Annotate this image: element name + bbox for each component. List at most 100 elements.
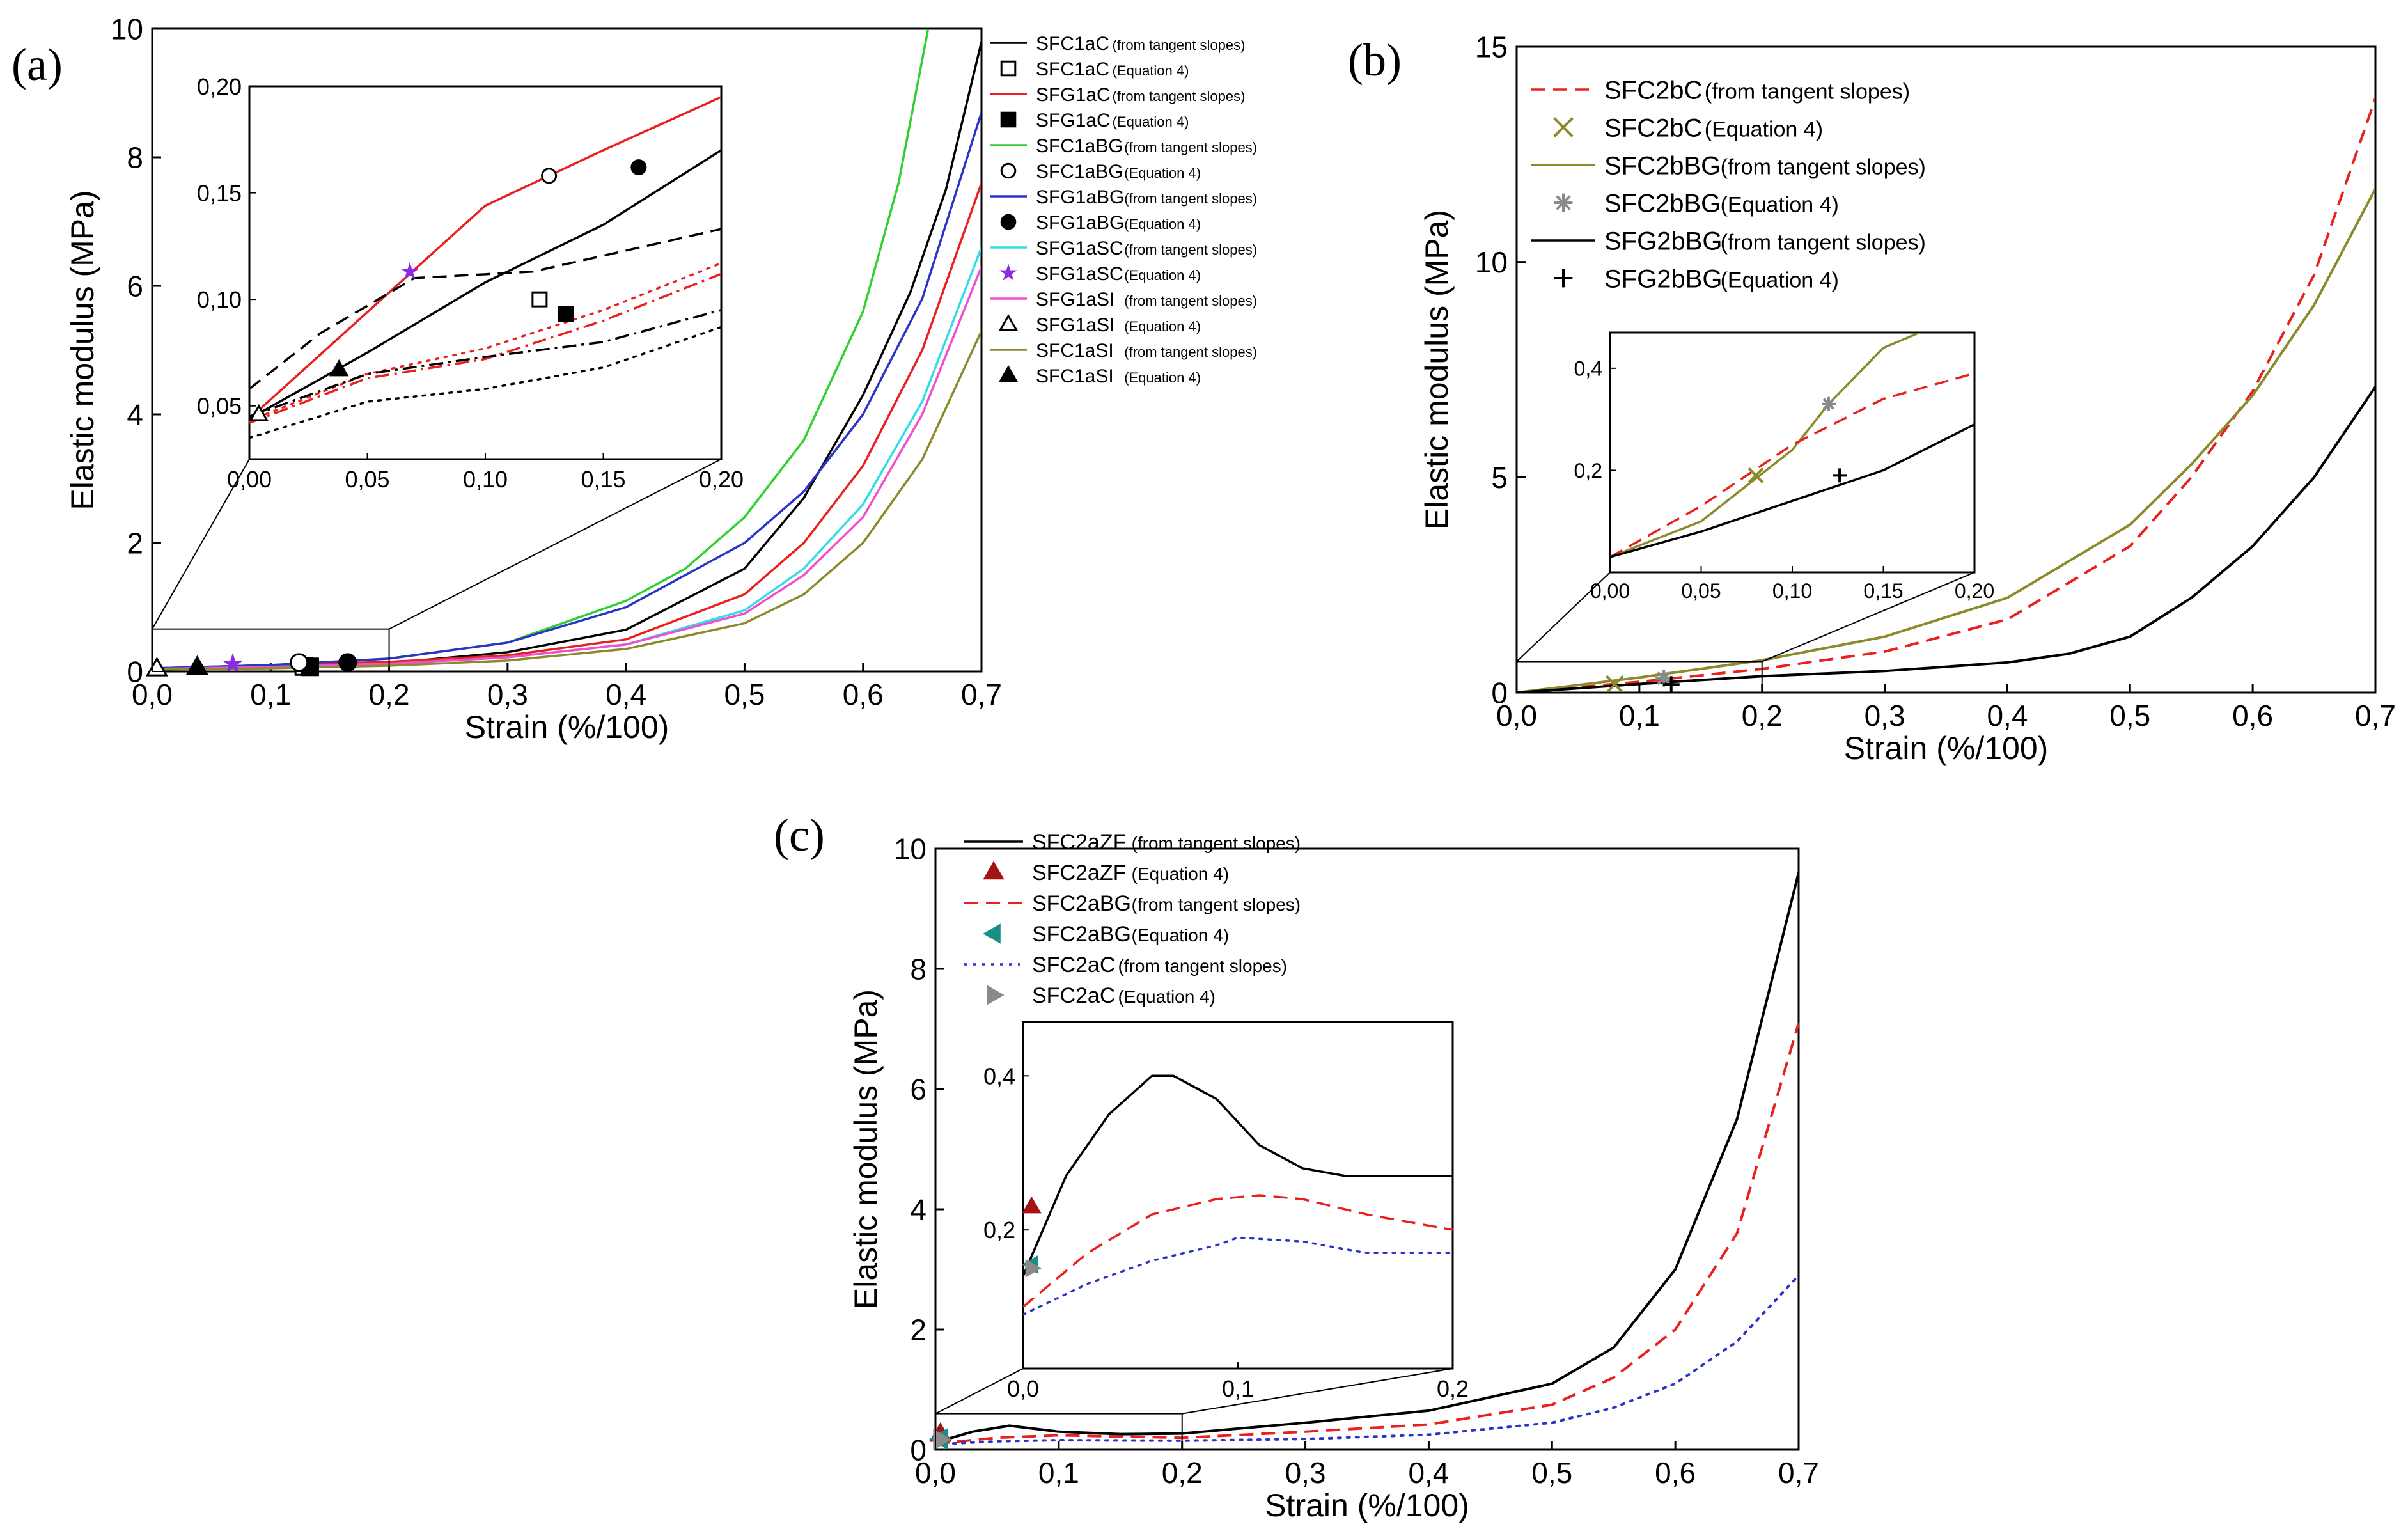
inset-series-line [249, 262, 721, 422]
inset-x-tick-label: 0,15 [581, 466, 625, 492]
zoom-connector-line [152, 459, 250, 630]
series-group [935, 872, 1799, 1446]
x-tick-label: 0,1 [1619, 699, 1660, 732]
data-marker [185, 655, 208, 675]
legend-entry: SFC1aBG (Equation 4) [1000, 161, 1201, 182]
legend-entry: SFC1aSI (from tangent slopes) [990, 340, 1257, 361]
inset-series-group [1610, 333, 1974, 558]
inset-x-tick-label: 0,1 [1222, 1376, 1254, 1402]
inset-y-tick-label: 0,4 [1574, 357, 1602, 380]
series-group [152, 29, 981, 671]
legend-entry: SFG1aBG (from tangent slopes) [990, 187, 1257, 208]
inset-series-line [1023, 1074, 1453, 1277]
legend-entry: SFC2aBG (from tangent slopes) [964, 891, 1301, 916]
y-axis-label: Elastic modulus (MPa) [1419, 210, 1455, 530]
legend-entry: SFG2bBG(from tangent slopes) [1531, 227, 1926, 255]
legend-entry: SFC2aBG (Equation 4) [983, 922, 1229, 946]
legend-swatch-marker [983, 861, 1005, 880]
zoom-region-box [935, 1413, 1183, 1451]
x-tick-label: 0,5 [724, 678, 765, 711]
legend-entry: SFC2bBG (Equation 4) [1554, 189, 1839, 217]
legend-entry: SFG1aC (from tangent slopes) [990, 84, 1245, 106]
data-marker [338, 653, 357, 672]
inset-data-marker [541, 168, 558, 184]
x-tick-label: 0,3 [1865, 699, 1905, 732]
legend-series-note: (Equation 4) [1132, 864, 1230, 884]
plot-frame [934, 847, 1800, 1451]
x-tick-label: 0,4 [1987, 699, 2028, 732]
legend-swatch-marker [998, 314, 1019, 331]
data-marker [290, 653, 309, 672]
inset-series-group [249, 96, 721, 439]
x-tick-label: 0,0 [915, 1456, 956, 1489]
inset-y-tick-label: 0,2 [1574, 459, 1602, 482]
x-axis-label: Strain (%/100) [1265, 1487, 1469, 1523]
legend-series-name: SFG1aBG [1036, 212, 1124, 233]
series-line [1517, 386, 2375, 693]
legend-series-name: SFG1aSC [1036, 238, 1123, 259]
legend-series-name: SFG1aSI [1036, 289, 1114, 310]
x-tick-label: 0,7 [961, 678, 1002, 711]
legend-series-name: SFC1aBG [1036, 161, 1123, 182]
legend-entry: SFC2aZF (from tangent slopes) [964, 830, 1301, 854]
y-tick-label: 8 [127, 141, 143, 175]
series-line [1517, 98, 2375, 693]
legend-series-note: (from tangent slopes) [1118, 956, 1287, 976]
x-tick-label: 0,1 [1038, 1456, 1079, 1489]
legend-swatch-marker [987, 985, 1005, 1005]
y-axis-label: Elastic modulus (MPa) [65, 190, 100, 510]
x-tick-label: 0,1 [250, 678, 291, 711]
inset-data-marker [1022, 1196, 1042, 1214]
legend-series-name: SFC1aSI [1036, 340, 1114, 361]
data-marker [1662, 676, 1680, 693]
zoom-connector-line [389, 459, 722, 630]
legend-swatch-marker [1553, 117, 1574, 137]
inset-x-tick-label: 0,00 [227, 466, 272, 492]
legend-entry: SFG1aC (Equation 4) [1000, 110, 1189, 131]
legend-series-note: (from tangent slopes) [1124, 344, 1257, 360]
inset-plot: 0,00 0,05 0,10 0,15 0,20 0,2 0,4 [1574, 331, 1994, 602]
inset-data-marker [630, 159, 647, 176]
inset-data-marker [400, 262, 419, 279]
legend-swatch-marker [1000, 60, 1017, 77]
legend-swatch-marker [1554, 269, 1573, 288]
y-tick-label: 6 [910, 1073, 926, 1106]
legend-entry: SFC2aC (Equation 4) [987, 984, 1216, 1008]
legend-series-note: (from tangent slopes) [1132, 895, 1301, 914]
x-tick-label: 0,2 [1162, 1456, 1203, 1489]
legend-series-name: SFC2aBG [1032, 922, 1131, 946]
inset-series-line [249, 149, 721, 420]
series-group [1517, 98, 2375, 693]
inset-frame [1022, 1021, 1454, 1370]
legend-swatch-marker [1000, 162, 1017, 179]
inset-y-tick-label: 0,2 [983, 1217, 1015, 1243]
y-tick-label: 15 [1475, 31, 1508, 64]
legend-series-name: SFC2aZF [1032, 861, 1126, 885]
y-tick-label: 0 [910, 1434, 926, 1467]
zoom-region-box [152, 628, 390, 672]
x-tick-label: 0,6 [1655, 1456, 1696, 1489]
inset-series-line [1023, 1236, 1453, 1316]
x-axis-label: Strain (%/100) [465, 709, 669, 745]
chart-b: 0,0 0,1 0,2 0,3 0,4 0,5 0,6 0,7 0 5 10 15 Strain (%/… [1419, 31, 2396, 766]
series-line [1517, 188, 2375, 693]
legend-series-note: (from tangent slopes) [1721, 155, 1926, 179]
legend-series-note: (Equation 4) [1124, 370, 1201, 386]
plot-frame [151, 27, 983, 673]
y-tick-label: 4 [127, 398, 143, 432]
legend-series-note: (Equation 4) [1721, 268, 1839, 292]
legend-swatch-marker [998, 365, 1019, 382]
legend-series-note: (from tangent slopes) [1124, 242, 1257, 258]
chart-a: 0,0 0,1 0,2 0,3 0,4 0,5 0,6 0,7 0 2 4 6 8 10 Strain (%… [65, 13, 1257, 745]
y-tick-label: 5 [1491, 461, 1508, 494]
data-marker [222, 652, 244, 673]
legend-series-name: SFC1aC [1036, 33, 1109, 54]
legend-series-note: (from tangent slopes) [1132, 833, 1301, 853]
x-tick-label: 0,7 [1778, 1456, 1819, 1489]
legend-entry: SFG1aSI (from tangent slopes) [990, 289, 1257, 310]
inset-x-tick-label: 0,0 [1007, 1376, 1039, 1402]
panel-label-c: (c) [774, 810, 825, 861]
legend-series-note: (Equation 4) [1124, 216, 1201, 232]
zoom-connector-line [1762, 572, 1975, 663]
